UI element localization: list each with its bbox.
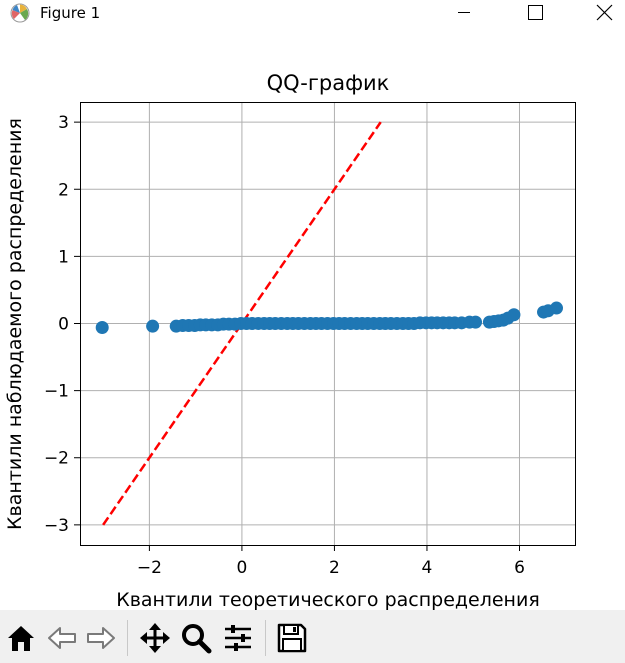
x-tick-label: 6: [514, 558, 525, 578]
back-button[interactable]: [46, 622, 78, 654]
close-button[interactable]: [580, 0, 625, 26]
y-tick-label: 3: [58, 113, 69, 133]
data-point: [95, 321, 109, 335]
data-points: [95, 301, 563, 335]
pan-button[interactable]: [139, 622, 171, 654]
home-button[interactable]: [5, 622, 37, 654]
y-tick-label: 1: [58, 247, 69, 267]
x-axis-label: Квантили теоретического распределения: [116, 589, 540, 610]
maximize-button[interactable]: [511, 0, 557, 26]
y-tick-label: 0: [58, 315, 69, 335]
pan-icon: [140, 623, 170, 653]
data-point: [146, 319, 160, 333]
reference-line-segment: [102, 121, 382, 526]
toolbar-separator: [127, 620, 128, 656]
reference-line: [102, 121, 382, 526]
x-axis-ticks: −2 0 2 4 6: [137, 545, 525, 578]
configure-subplots-button[interactable]: [222, 622, 254, 654]
save-icon: [277, 623, 307, 653]
home-icon: [8, 626, 34, 651]
toolbar-separator: [265, 620, 266, 656]
qq-plot-figure: QQ-график −2 0 2 4 6 −3 −2 −1 0 1 2 3 Квантили тео…: [0, 26, 625, 610]
zoom-icon: [182, 624, 212, 654]
window-titlebar: Figure 1: [0, 0, 625, 26]
zoom-button[interactable]: [180, 622, 212, 654]
x-tick-label: 0: [237, 558, 248, 578]
back-arrow-icon: [48, 627, 76, 649]
x-tick-label: 4: [422, 558, 433, 578]
app-icon: [10, 3, 30, 23]
window-title: Figure 1: [40, 4, 101, 22]
save-button[interactable]: [276, 622, 308, 654]
plot-area-frame: [80, 102, 576, 546]
chart-title: QQ-график: [267, 71, 390, 95]
y-tick-label: −2: [44, 449, 69, 469]
forward-button[interactable]: [85, 622, 117, 654]
data-point: [469, 315, 483, 329]
data-point: [507, 308, 521, 322]
x-tick-label: 2: [329, 558, 340, 578]
forward-arrow-icon: [87, 627, 115, 649]
minimize-button[interactable]: [441, 0, 487, 26]
close-icon: [596, 4, 613, 21]
x-tick-label: −2: [137, 558, 162, 578]
maximize-icon: [528, 5, 543, 20]
y-tick-label: −3: [44, 516, 69, 536]
data-point: [549, 301, 563, 315]
configure-subplots-icon: [225, 625, 251, 651]
y-tick-label: −1: [44, 382, 69, 402]
navigation-toolbar: [0, 610, 625, 663]
y-tick-label: 2: [58, 180, 69, 200]
y-axis-ticks: −3 −2 −1 0 1 2 3: [44, 113, 80, 536]
minimize-icon: [458, 12, 470, 13]
y-axis-label: Квантили наблюдаемого распределения: [4, 118, 26, 530]
